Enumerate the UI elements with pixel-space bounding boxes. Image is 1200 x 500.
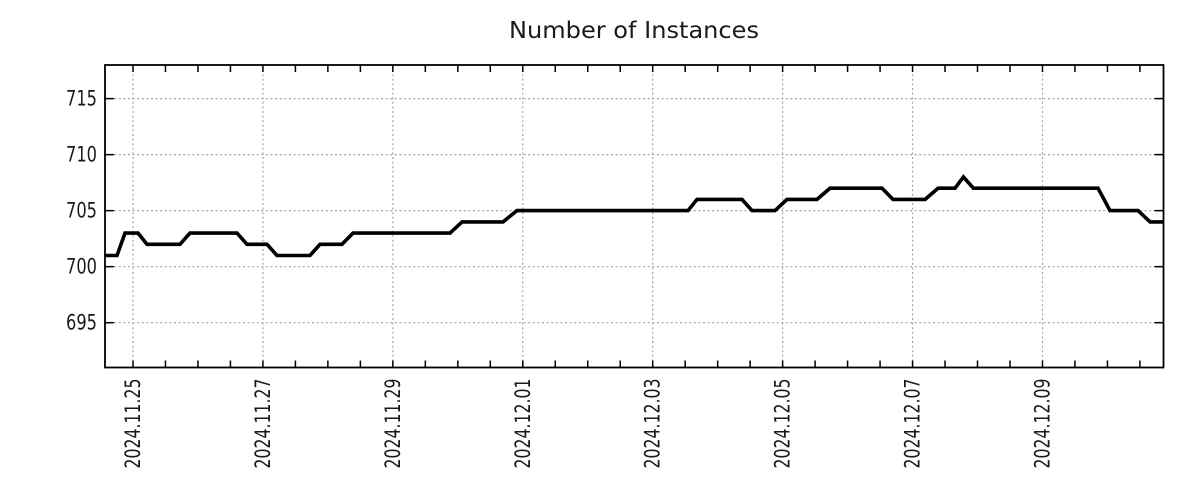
grid-layer (105, 65, 1164, 368)
data-line (105, 174, 1164, 258)
axes-layer: 695 700 705 710 715 2024.11.25 2024.11.27 2024.… (66, 64, 1165, 469)
x-tick-label: 2024.11.25 (121, 379, 145, 469)
x-tick-label: 2024.12.03 (641, 379, 665, 469)
y-tick-label: 695 (66, 311, 97, 335)
x-tick-label: 2024.12.07 (901, 379, 925, 469)
chart-title: Number of Instances (509, 18, 759, 44)
y-tick-label: 715 (66, 87, 97, 111)
y-tick-label: 700 (66, 255, 97, 279)
x-tick-label: 2024.12.01 (511, 379, 535, 469)
x-tick-label: 2024.12.09 (1030, 379, 1054, 469)
x-tick-label: 2024.11.27 (251, 379, 275, 469)
series-layer (105, 174, 1164, 258)
plot-frame (104, 64, 1165, 369)
y-tick-label: 710 (66, 143, 97, 167)
y-tick-label: 705 (66, 199, 97, 223)
x-tick-label: 2024.12.05 (771, 379, 795, 469)
x-tick-label: 2024.11.29 (381, 379, 405, 469)
